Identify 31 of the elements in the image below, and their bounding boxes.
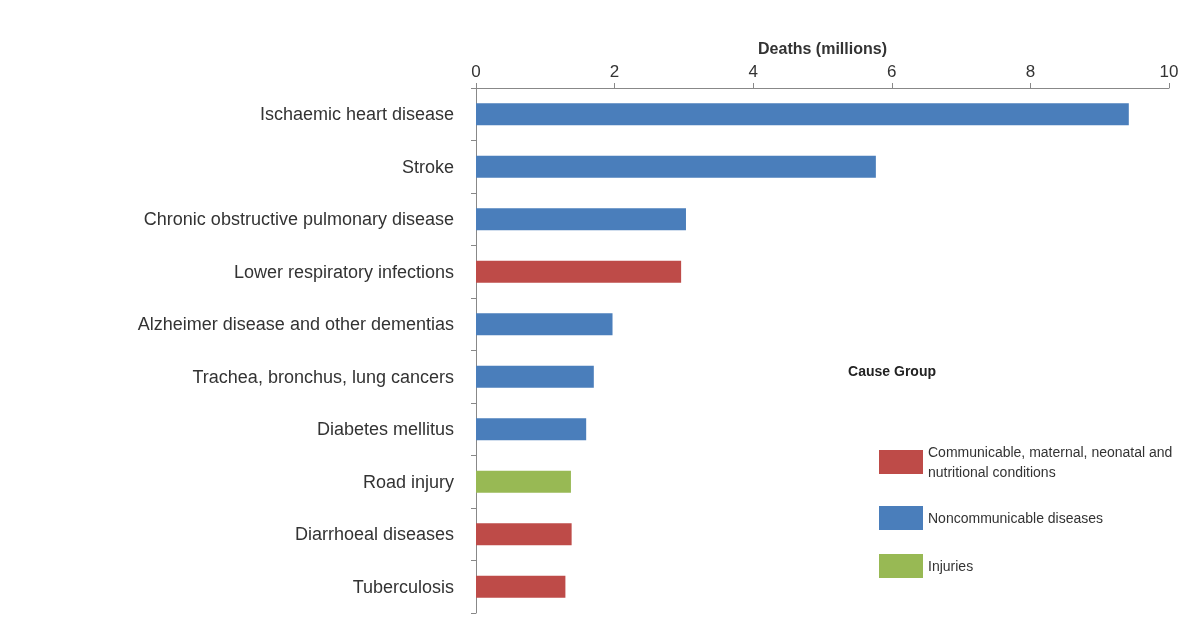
legend-title: Cause Group [848,363,936,379]
bar [476,313,613,336]
legend-label: Injuries [928,558,974,574]
bar [476,155,876,178]
y-tick-label: Chronic obstructive pulmonary disease [143,209,454,230]
y-tick-label: Road injury [362,471,454,492]
y-tick-label: Diabetes mellitus [316,419,454,440]
y-tick-label: Trachea, bronchus, lung cancers [192,366,454,387]
bar [476,260,682,283]
bar [476,208,686,231]
x-tick-label: 4 [748,62,758,81]
y-tick-label: Tuberculosis [352,576,454,597]
y-tick-label: Diarrhoeal diseases [294,524,454,545]
bar [476,470,571,493]
x-tick-label: 6 [887,62,897,81]
y-tick-label: Alzheimer disease and other dementias [137,314,454,335]
y-tick-label: Ischaemic heart disease [259,104,454,125]
bar [476,575,566,598]
x-tick-label: 0 [471,62,481,81]
bar [476,103,1129,126]
x-axis-title: Deaths (millions) [758,39,887,57]
y-tick-label: Lower respiratory infections [233,261,454,282]
y-tick-label: Stroke [401,156,454,177]
x-tick-label: 10 [1159,62,1179,81]
x-tick-label: 8 [1025,62,1036,81]
legend-label: Communicable, maternal, neonatal and nutritional conditions [928,444,1177,480]
bar [476,365,594,388]
x-tick-label: 2 [609,62,620,81]
legend-label: Noncommunicable diseases [928,510,1104,526]
bar [476,418,587,441]
bar [476,523,572,546]
